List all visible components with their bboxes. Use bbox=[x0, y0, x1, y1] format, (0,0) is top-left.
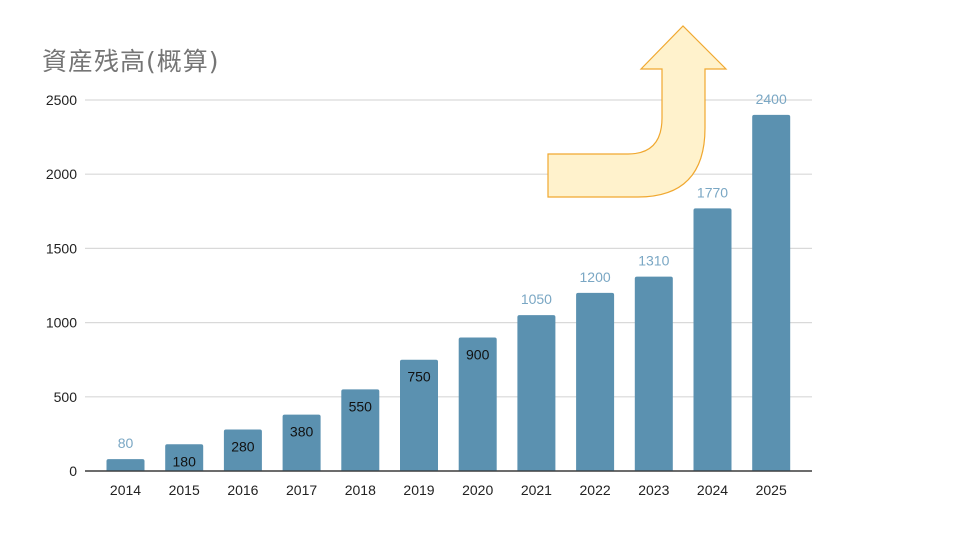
x-tick-label: 2022 bbox=[580, 482, 611, 498]
y-tick-label: 500 bbox=[54, 389, 78, 405]
data-label: 750 bbox=[407, 369, 431, 385]
bar-2020 bbox=[458, 337, 497, 471]
x-tick-label: 2023 bbox=[638, 482, 669, 498]
x-tick-label: 2015 bbox=[169, 482, 200, 498]
x-tick-label: 2025 bbox=[756, 482, 787, 498]
y-tick-label: 1500 bbox=[46, 240, 77, 256]
bar-2016 bbox=[223, 429, 262, 471]
bar-2019 bbox=[400, 359, 438, 471]
x-tick-label: 2024 bbox=[697, 482, 728, 498]
x-tick-label: 2018 bbox=[345, 482, 376, 498]
bar-2022 bbox=[576, 292, 615, 471]
data-label: 180 bbox=[173, 453, 197, 469]
data-label: 900 bbox=[466, 346, 490, 362]
data-label: 1770 bbox=[697, 184, 728, 200]
data-label: 2400 bbox=[756, 91, 787, 107]
y-tick-label: 1000 bbox=[46, 315, 77, 331]
x-tick-label: 2020 bbox=[462, 482, 493, 498]
bar-2023 bbox=[634, 276, 673, 471]
x-tick-label: 2021 bbox=[521, 482, 552, 498]
y-tick-label: 2500 bbox=[46, 92, 77, 108]
data-label: 380 bbox=[290, 424, 314, 440]
x-tick-label: 2019 bbox=[403, 482, 434, 498]
x-tick-label: 2016 bbox=[227, 482, 258, 498]
data-label: 280 bbox=[231, 438, 255, 454]
bar-2014 bbox=[106, 459, 145, 471]
bar-2015 bbox=[165, 444, 204, 471]
bar-2017 bbox=[282, 414, 321, 471]
bar-2024 bbox=[693, 208, 732, 471]
data-label: 1200 bbox=[580, 269, 611, 285]
bar-2018 bbox=[341, 389, 380, 471]
y-tick-label: 0 bbox=[69, 463, 77, 479]
data-label: 550 bbox=[349, 398, 373, 414]
bar-2021 bbox=[517, 315, 556, 471]
data-label: 80 bbox=[118, 435, 134, 451]
data-label: 1310 bbox=[638, 253, 669, 269]
x-tick-label: 2014 bbox=[110, 482, 141, 498]
x-tick-label: 2017 bbox=[286, 482, 317, 498]
bent-up-arrow-icon bbox=[547, 25, 728, 198]
y-tick-label: 2000 bbox=[46, 166, 77, 182]
data-label: 1050 bbox=[521, 291, 552, 307]
bar-2025 bbox=[752, 114, 791, 471]
chart-title: 資産残高(概算) bbox=[42, 47, 220, 76]
